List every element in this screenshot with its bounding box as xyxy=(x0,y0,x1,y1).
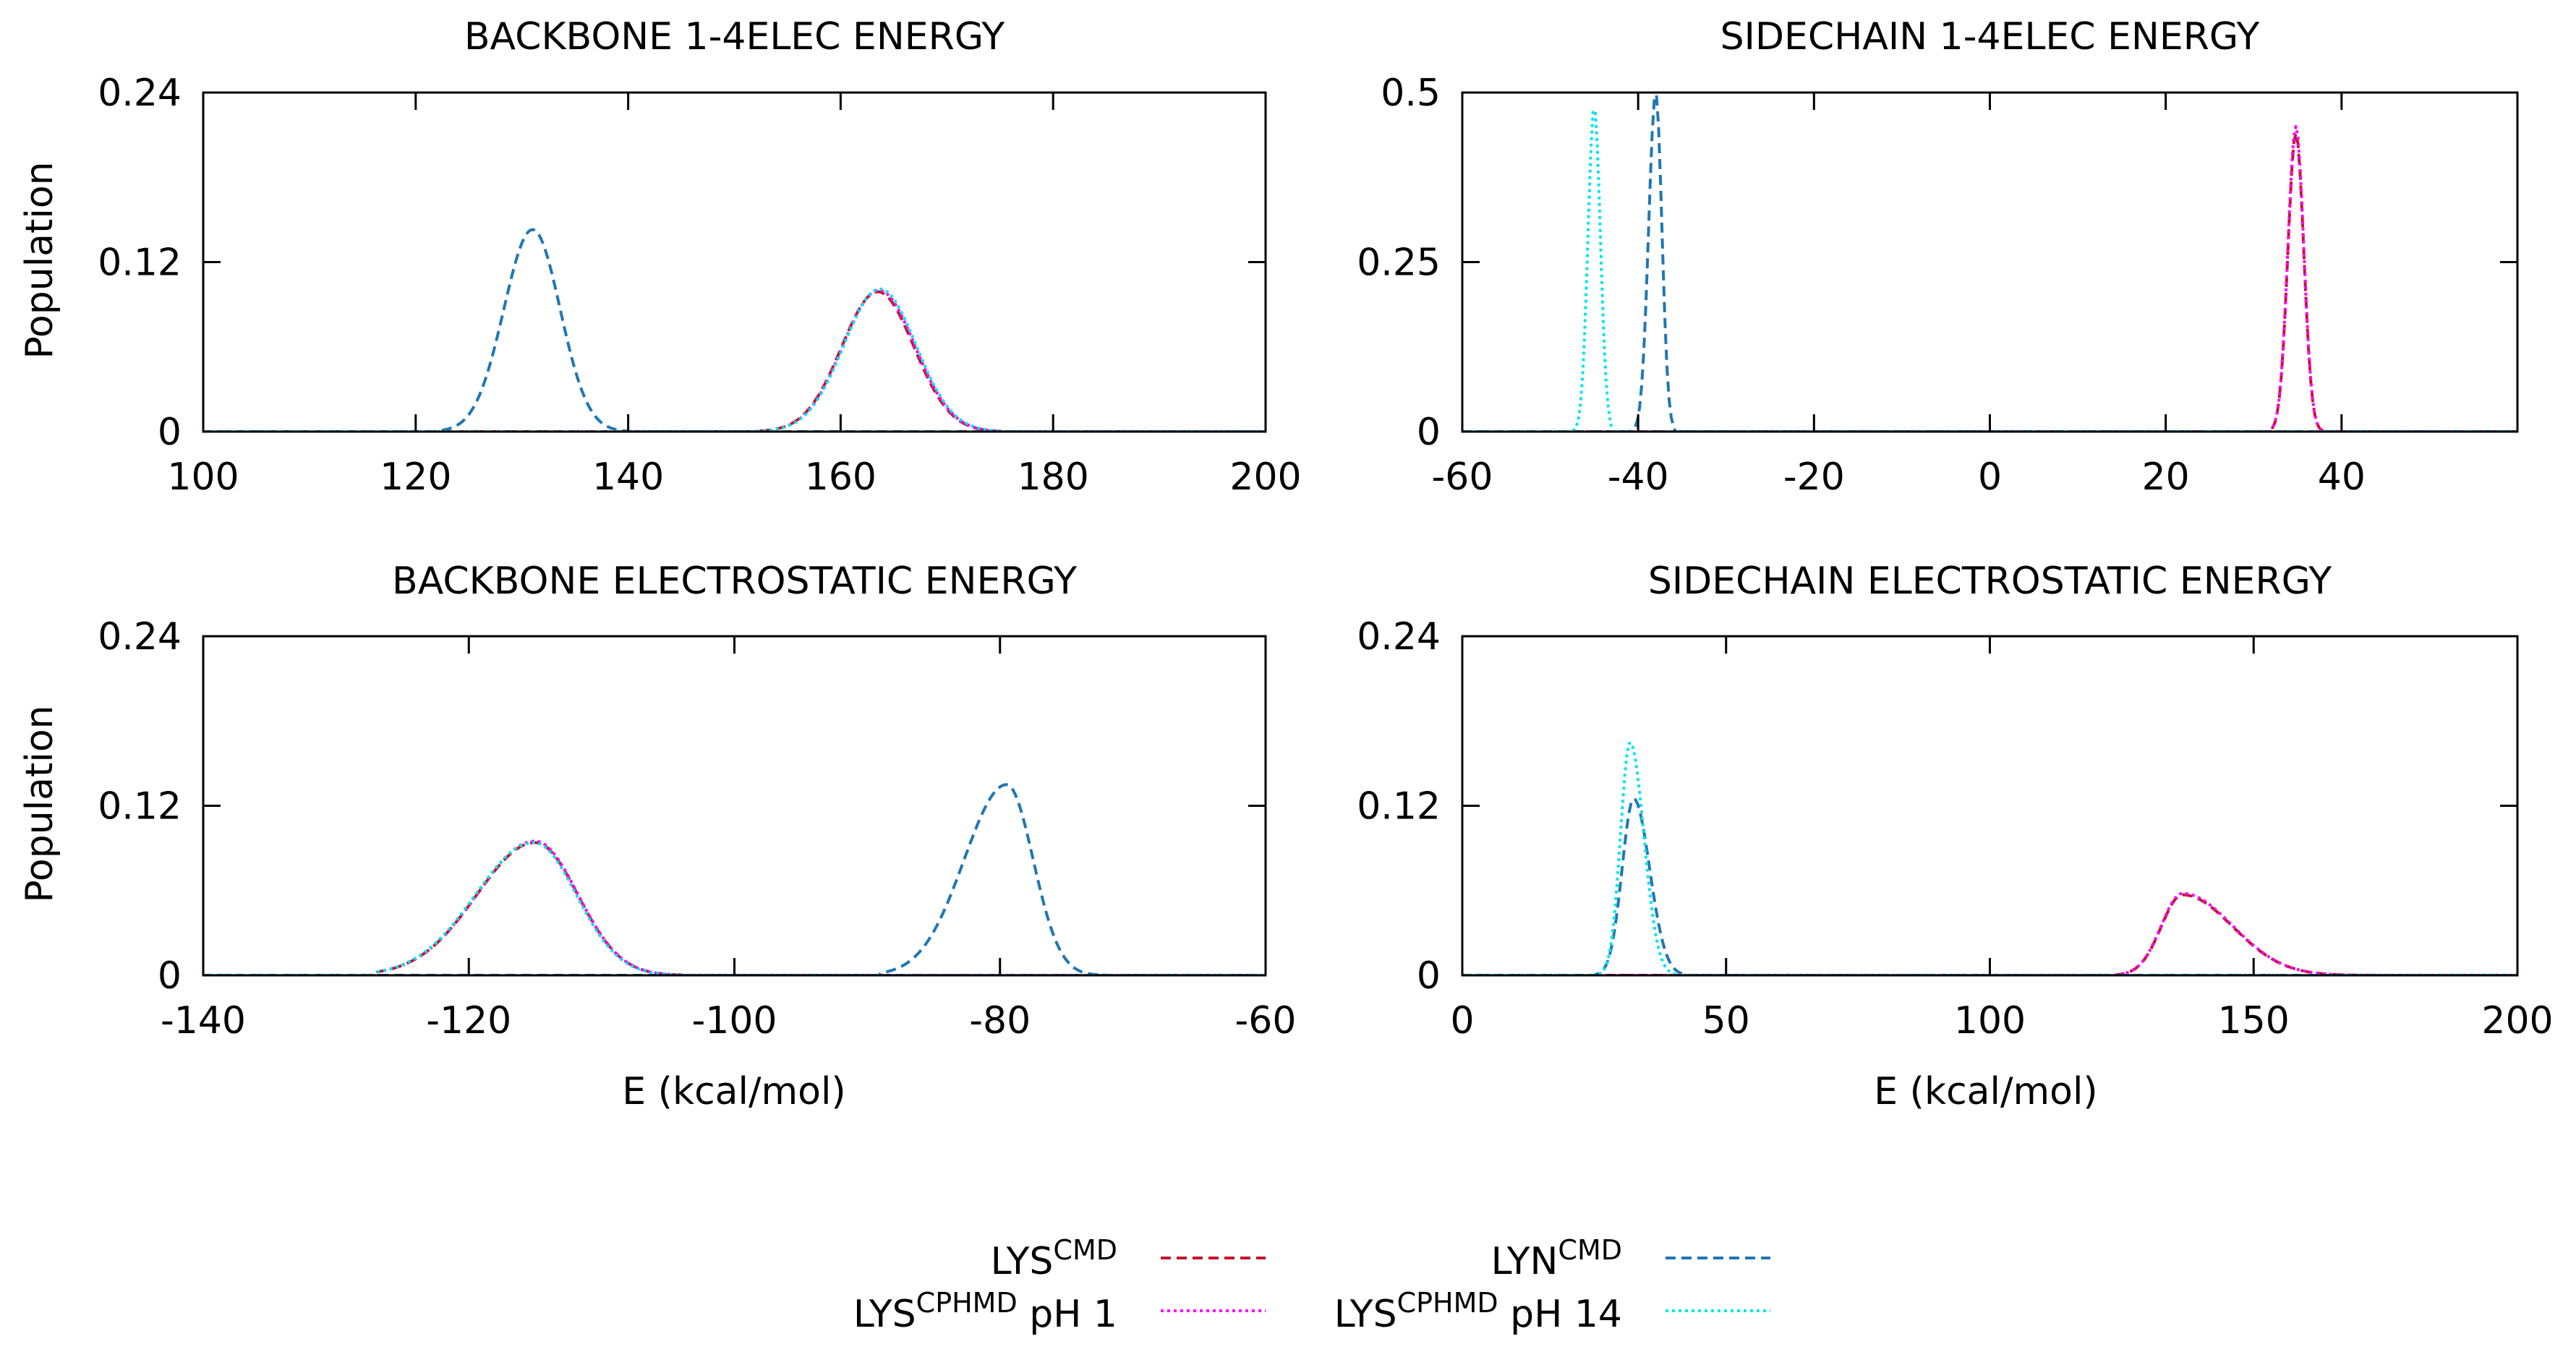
y-tick-label: 0.12 xyxy=(98,241,182,285)
y-tick-label: 0 xyxy=(1417,411,1441,454)
x-tick-label: -120 xyxy=(426,999,511,1043)
series-line-lys_ph14 xyxy=(1462,109,2517,432)
chart-panel-3: BACKBONE ELECTROSTATIC ENERGY -140 -120 -10… xyxy=(98,560,1296,1043)
y-tick-label: 0.12 xyxy=(1357,785,1441,829)
legend-entry-lys_ph14: LYSCPHMD pH 14 xyxy=(1334,1287,1770,1336)
series-line-lys_cmd xyxy=(203,841,1266,975)
series-line-lys_ph14 xyxy=(1462,741,2517,975)
y-axis-label-top: Population xyxy=(18,161,61,359)
y-tick-label: 0 xyxy=(158,411,182,454)
series-group xyxy=(203,228,1266,432)
x-tick-label: 160 xyxy=(805,455,877,499)
chart-title: SIDECHAIN 1-4ELEC ENERGY xyxy=(1720,15,2260,59)
x-tick-label: 200 xyxy=(2481,999,2553,1043)
plot-frame xyxy=(202,91,1267,433)
plot-frame xyxy=(202,635,1267,977)
x-tick-label: -60 xyxy=(1235,999,1297,1043)
chart-panel-4: SIDECHAIN ELECTROSTATIC ENERGY 0 50 100 150 2… xyxy=(1357,560,2553,1043)
series-line-lys_ph1 xyxy=(1462,124,2517,432)
x-tick-label: 200 xyxy=(1229,455,1301,499)
x-tick-label: 100 xyxy=(1954,999,2026,1043)
plot-frame xyxy=(1461,91,2519,433)
y-tick-label: 0 xyxy=(1417,954,1441,998)
x-tick-label: 40 xyxy=(2318,455,2366,499)
chart-panel-2: SIDECHAIN 1-4ELEC ENERGY -60 -40 -20 0 20 40 0 0… xyxy=(1357,15,2519,499)
y-tick-label: 0.5 xyxy=(1381,72,1441,115)
x-axis-label-left: E (kcal/mol) xyxy=(622,1070,845,1113)
x-axis-label-right: E (kcal/mol) xyxy=(1874,1070,2097,1113)
series-line-lys_cmd xyxy=(203,290,1266,432)
series-line-lys_ph14 xyxy=(203,287,1266,432)
series-group xyxy=(1462,741,2517,975)
chart-title: BACKBONE 1-4ELEC ENERGY xyxy=(464,15,1005,59)
x-tick-label: -20 xyxy=(1783,455,1845,499)
series-group xyxy=(203,783,1266,975)
x-tick-label: -80 xyxy=(969,999,1031,1043)
series-group xyxy=(1462,93,2517,432)
x-tick-label: 0 xyxy=(1978,455,2002,499)
x-tick-label: 150 xyxy=(2218,999,2290,1043)
x-tick-label: -60 xyxy=(1432,455,1493,499)
x-tick-label: -40 xyxy=(1608,455,1669,499)
legend: LYSCMD LYNCMD LYSCPHMD pH 1 LYSCPHMD pH 14 xyxy=(853,1234,1770,1336)
x-tick-label: 100 xyxy=(167,455,239,499)
series-line-lyn_cmd xyxy=(203,228,1266,432)
series-line-lyn_cmd xyxy=(203,783,1266,975)
series-line-lys_ph14 xyxy=(203,841,1266,975)
y-tick-label: 0.25 xyxy=(1357,241,1441,285)
chart-title: SIDECHAIN ELECTROSTATIC ENERGY xyxy=(1648,560,2332,603)
x-tick-label: -140 xyxy=(161,999,246,1043)
y-tick-label: 0.24 xyxy=(98,72,182,115)
series-line-lys_ph1 xyxy=(203,288,1266,432)
y-tick-label: 0.12 xyxy=(98,785,182,829)
y-tick-label: 0.24 xyxy=(1357,615,1441,659)
x-tick-label: 0 xyxy=(1450,999,1474,1043)
plot-frame xyxy=(1461,635,2519,977)
x-tick-label: 120 xyxy=(380,455,451,499)
series-line-lys_ph1 xyxy=(203,839,1266,975)
y-tick-label: 0 xyxy=(158,954,182,998)
series-line-lyn_cmd xyxy=(1462,93,2517,432)
legend-label: LYSCPHMD pH 1 xyxy=(853,1287,1117,1336)
legend-label: LYNCMD xyxy=(1491,1234,1622,1283)
legend-label: LYSCPHMD pH 14 xyxy=(1334,1287,1622,1336)
x-tick-label: 140 xyxy=(592,455,664,499)
legend-entry-lys_ph1: LYSCPHMD pH 1 xyxy=(853,1287,1266,1336)
series-line-lyn_cmd xyxy=(1462,797,2517,975)
y-tick-label: 0.24 xyxy=(98,615,182,659)
x-tick-label: 20 xyxy=(2142,455,2190,499)
series-line-lys_cmd xyxy=(1462,132,2517,432)
chart-panel-1: BACKBONE 1-4ELEC ENERGY 100 120 140 160 180 20… xyxy=(98,15,1301,499)
legend-label: LYSCMD xyxy=(991,1234,1117,1283)
x-tick-label: 180 xyxy=(1018,455,1089,499)
y-axis-label-bottom: Population xyxy=(18,705,61,902)
x-tick-label: 50 xyxy=(1702,999,1750,1043)
panels: BACKBONE 1-4ELEC ENERGY 100 120 140 160 180 20… xyxy=(98,15,2553,1043)
chart-title: BACKBONE ELECTROSTATIC ENERGY xyxy=(392,560,1077,603)
legend-entry-lys_cmd: LYSCMD xyxy=(991,1234,1266,1283)
x-tick-label: -100 xyxy=(691,999,777,1043)
legend-entry-lyn_cmd: LYNCMD xyxy=(1491,1234,1770,1283)
